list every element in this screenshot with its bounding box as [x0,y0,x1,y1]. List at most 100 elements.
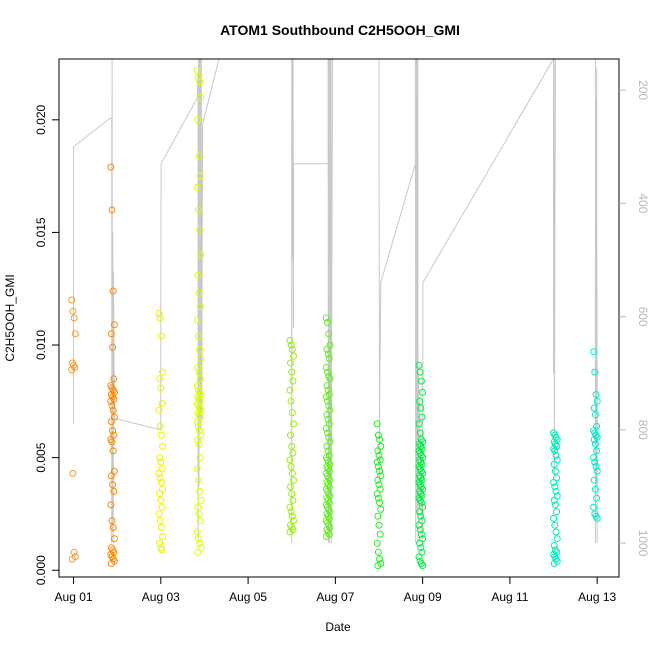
data-point [70,314,78,322]
data-point [286,386,294,394]
data-point [156,422,164,430]
data-point [550,560,558,567]
data-point [376,555,384,563]
data-point [375,451,383,459]
data-point [593,467,601,475]
x-axis-label: Date [325,620,351,634]
data-point [324,415,332,423]
data-point [156,517,164,525]
data-point [156,539,164,547]
data-point [70,548,78,556]
data-point [193,418,201,426]
data-point [197,93,205,101]
data-point [155,310,163,317]
data-point [418,413,426,421]
data-point [287,431,294,439]
plot-frame [58,58,620,578]
data-point [375,521,383,529]
x-tick-label: Aug 01 [55,590,93,604]
data-point [591,411,599,419]
data-point [591,458,599,466]
data-point [419,562,427,570]
data-point [376,530,384,538]
data-point [109,481,117,489]
data-point [108,438,116,446]
data-point [110,535,118,543]
data-point [194,116,202,124]
data-point [194,271,202,279]
data-point [592,463,600,471]
data-point [417,377,425,385]
data-point [196,487,204,495]
y-tick-label: 0.005 [34,442,48,472]
data-point [68,555,76,563]
data-point [416,539,424,547]
data-point [324,429,331,437]
data-point [286,503,294,511]
data-point [157,458,165,466]
data-point [591,440,599,448]
data-point [68,296,76,304]
data-point [287,359,294,367]
data-point [289,496,297,504]
data-point [290,352,297,360]
data-point [155,469,163,477]
data-point [197,355,205,362]
data-point [590,436,598,444]
data-point [415,553,423,561]
data-point [194,548,202,556]
data-point [159,442,167,450]
chart-title: ATOM1 Southbound C2H5OOH_GMI [220,22,460,38]
data-point [196,454,204,462]
data-point [110,321,118,329]
data-point [107,163,115,171]
data-point [325,433,333,441]
data-point [288,442,296,450]
data-point [193,382,201,390]
data-point [194,364,202,371]
pressure-track [73,57,598,544]
data-point [193,183,201,191]
data-point [322,533,330,540]
data-point [107,472,115,480]
data-point [322,314,330,322]
x-tick-label: Aug 11 [491,590,528,604]
data-point [376,436,384,444]
data-point [107,501,115,509]
data-point [158,400,166,408]
data-point [158,546,166,554]
data-point [195,152,203,160]
data-point [68,366,76,374]
data-point [193,465,201,473]
data-point [193,528,201,536]
x-tick-label: Aug 07 [316,590,354,604]
data-point [194,436,202,444]
data-point [323,442,331,450]
data-point [196,172,204,180]
y-tick-label: 0.000 [34,555,48,585]
data-point [323,346,331,353]
data-point [287,508,295,516]
data-point [287,463,295,471]
data-point [71,330,79,338]
data-point [552,451,560,459]
data-point [109,524,117,531]
data-point [156,490,164,498]
data-point [155,510,163,518]
data-point [551,501,559,509]
data-point [196,78,204,85]
data-point [326,375,334,383]
x-tick-label: Aug 03 [142,590,180,604]
data-point [324,447,332,455]
data-point [287,341,295,349]
data-point [158,503,166,511]
data-point [590,348,598,356]
data-point [157,496,165,504]
data-point [159,533,167,540]
data-point [109,447,117,455]
data-point [194,476,202,484]
data-point [550,496,558,504]
data-point [593,514,601,522]
data-points [68,66,601,570]
data-point [194,206,202,214]
